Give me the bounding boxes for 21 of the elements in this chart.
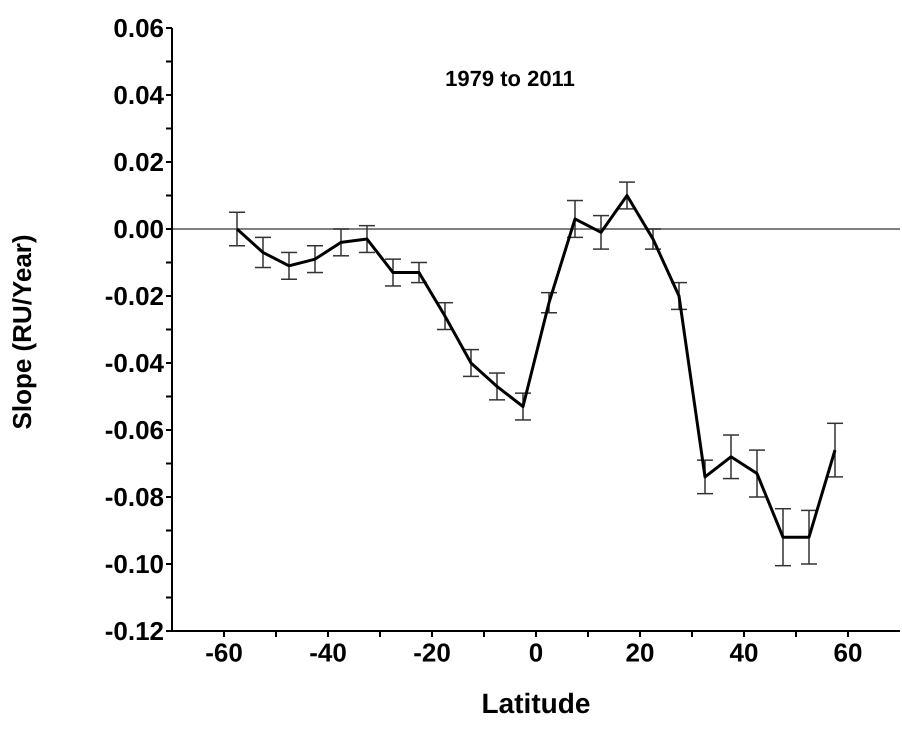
x-tick-label: 40 [730,637,758,668]
y-tick-label: -0.02 [104,281,164,312]
x-tick-label: -40 [309,637,347,668]
y-tick-label: -0.12 [104,616,164,646]
x-tick-label: 60 [834,637,862,668]
text: 1979 to 2011 [445,66,575,91]
line-series [236,194,836,539]
y-tick-label: -0.06 [104,415,164,446]
y-tick-label: -0.10 [104,549,164,580]
x-tick-label: 20 [626,637,654,668]
y-axis-title: Slope (RU/Year) [7,234,38,430]
y-tick-label: -0.04 [104,348,165,378]
y-tick-label: 0.00 [113,214,164,244]
x-tick-label: -20 [413,637,451,668]
x-axis-title: Latitude [482,688,590,719]
y-tick-label: -0.08 [104,482,164,512]
y-tick-label: 0.02 [113,147,164,178]
x-tick-label: 0 [528,637,544,668]
y-tick-label: 0.06 [113,13,164,44]
x-tick-label: -60 [205,637,243,668]
y-tick-label: 0.04 [113,80,165,110]
